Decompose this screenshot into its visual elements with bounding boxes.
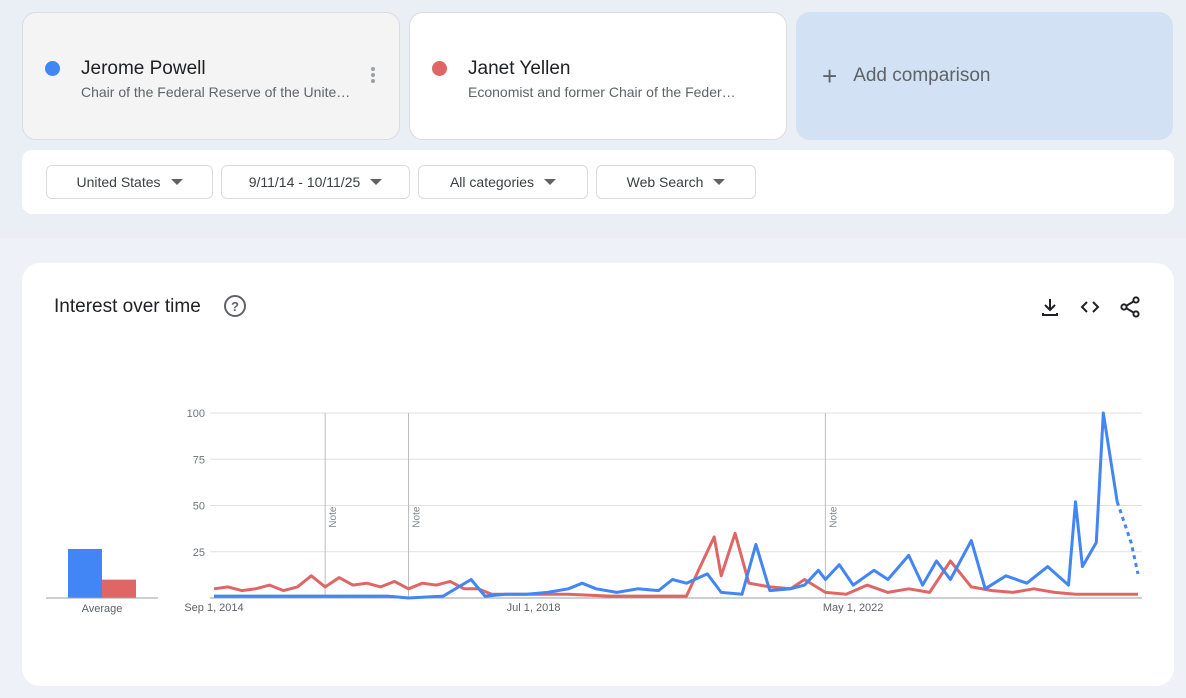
series-color-dot xyxy=(45,61,60,76)
caret-down-icon xyxy=(713,179,726,185)
term-description: Chair of the Federal Reserve of the Unit… xyxy=(81,84,356,100)
chart-title: Interest over time xyxy=(54,296,201,317)
series-line-jerome-powell xyxy=(214,411,1119,600)
note-marker-label: Note xyxy=(328,506,339,528)
caret-down-icon xyxy=(170,179,183,185)
add-comparison-label: Add comparison xyxy=(853,65,991,86)
series-color-dot xyxy=(432,61,447,76)
term-name: Janet Yellen xyxy=(468,58,571,79)
average-label: Average xyxy=(82,603,123,615)
x-tick-label: Jul 1, 2018 xyxy=(507,602,561,614)
plot-area: 25 50 75 100 Note Note Note Sep 1, 2014 Jul 1, 2… xyxy=(184,408,1142,614)
help-icon[interactable]: ? xyxy=(224,295,246,317)
y-tick-label: 50 xyxy=(193,501,205,513)
term-card-janet-yellen[interactable]: Janet Yellen Economist and former Chair … xyxy=(409,12,787,140)
region-filter-dropdown[interactable]: United States xyxy=(46,165,213,199)
search-type-dropdown[interactable]: Web Search xyxy=(596,165,756,199)
series-line-janet-yellen xyxy=(213,531,1138,598)
region-filter-label: United States xyxy=(76,174,161,190)
term-card-jerome-powell[interactable]: Jerome Powell Chair of the Federal Reser… xyxy=(22,12,400,140)
interest-over-time-card: Interest over time ? Average 25 50 75 100 No… xyxy=(22,263,1174,686)
category-dropdown[interactable]: All categories xyxy=(418,165,588,199)
date-range-label: 9/11/14 - 10/11/25 xyxy=(248,174,361,190)
filter-bar: United States 9/11/14 - 10/11/25 All cat… xyxy=(22,150,1174,214)
term-name: Jerome Powell xyxy=(81,58,206,79)
embed-code-icon[interactable] xyxy=(1078,295,1102,319)
share-icon[interactable] xyxy=(1118,295,1142,319)
interest-chart: Average 25 50 75 100 Note Note Note Sep 1, 2014… xyxy=(46,408,1142,615)
category-label: All categories xyxy=(449,174,535,190)
caret-down-icon xyxy=(370,179,383,185)
average-bar-janet-yellen xyxy=(102,579,136,598)
caret-down-icon xyxy=(544,179,557,185)
note-marker-label: Note xyxy=(828,506,839,528)
x-tick-label: Sep 1, 2014 xyxy=(184,602,243,614)
plus-icon: + xyxy=(822,61,838,91)
series-partial-line-jerome-powell xyxy=(1115,501,1140,575)
term-description: Economist and former Chair of the Federa… xyxy=(468,84,743,100)
search-type-label: Web Search xyxy=(626,174,704,190)
x-tick-label: May 1, 2022 xyxy=(823,602,884,614)
more-vert-icon[interactable] xyxy=(361,67,385,91)
average-bar-jerome-powell xyxy=(68,549,102,598)
download-icon[interactable] xyxy=(1038,295,1062,319)
add-comparison-button[interactable]: + Add comparison xyxy=(796,12,1173,140)
y-tick-label: 75 xyxy=(193,454,205,466)
y-tick-label: 100 xyxy=(187,408,205,420)
date-range-dropdown[interactable]: 9/11/14 - 10/11/25 xyxy=(221,165,410,199)
y-tick-label: 25 xyxy=(193,547,205,559)
note-marker-label: Note xyxy=(412,506,423,528)
